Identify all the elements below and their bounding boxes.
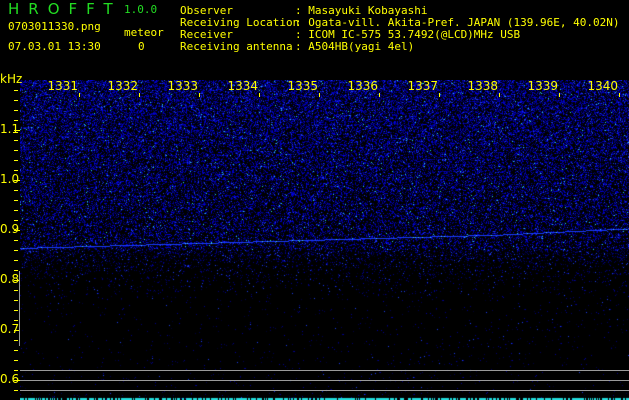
y-tick (14, 300, 18, 301)
x-tick (79, 93, 80, 97)
x-tick (319, 93, 320, 97)
y-tick (14, 200, 18, 201)
marker-line (19, 271, 20, 346)
threshold-line (20, 380, 629, 381)
x-label: 1335 (287, 79, 318, 93)
app-version: 1.0.0 (124, 3, 158, 16)
y-tick (14, 170, 18, 171)
info-label: Receiving antenna (180, 40, 293, 53)
y-label: 1.1 (0, 122, 20, 136)
x-tick (139, 93, 140, 97)
x-tick (379, 93, 380, 97)
y-tick (14, 310, 18, 311)
x-tick (259, 93, 260, 97)
y-tick (14, 190, 18, 191)
y-tick (14, 250, 18, 251)
y-tick (14, 350, 18, 351)
y-label: 0.8 (0, 272, 20, 286)
x-label: 1339 (527, 79, 558, 93)
y-label: 1.0 (0, 172, 20, 186)
y-tick (14, 380, 20, 381)
info-label: Receiver (180, 28, 233, 41)
x-tick (499, 93, 500, 97)
y-tick (14, 240, 18, 241)
info-value: : Ogata-vill. Akita-Pref. JAPAN (139.96E… (295, 16, 620, 29)
info-label: Observer (180, 4, 233, 17)
x-tick (439, 93, 440, 97)
y-tick (14, 390, 18, 391)
info-value: : ICOM IC-575 53.7492(@LCD)MHz USB (295, 28, 521, 41)
y-tick (14, 150, 18, 151)
datetime: 07.03.01 13:30 (8, 40, 101, 53)
y-tick (14, 220, 18, 221)
filename: 0703011330.png (8, 20, 101, 33)
y-tick (14, 100, 18, 101)
y-tick (14, 180, 20, 181)
spectrogram-canvas (20, 80, 629, 400)
y-tick (14, 370, 18, 371)
info-value: : A504HB(yagi 4el) (295, 40, 415, 53)
x-label: 1332 (107, 79, 138, 93)
info-label: Receiving Location (180, 16, 300, 29)
x-label: 1340 (587, 79, 618, 93)
y-tick (14, 90, 18, 91)
y-tick (14, 110, 18, 111)
meteor-counter-value: 0 (138, 40, 145, 53)
y-tick (14, 160, 18, 161)
y-label: 0.9 (0, 222, 20, 236)
y-label: 0.6 (0, 372, 20, 386)
y-tick (14, 120, 18, 121)
x-label: 1334 (227, 79, 258, 93)
y-tick (14, 270, 18, 271)
x-label: 1331 (47, 79, 78, 93)
x-tick (559, 93, 560, 97)
threshold-line (20, 370, 629, 371)
y-tick (14, 280, 20, 281)
y-unit-label: kHz (0, 72, 23, 86)
y-tick (14, 290, 18, 291)
y-tick (14, 320, 18, 321)
y-tick (14, 330, 20, 331)
y-label: 0.7 (0, 322, 20, 336)
x-label: 1333 (167, 79, 198, 93)
y-tick (14, 340, 18, 341)
x-label: 1338 (467, 79, 498, 93)
y-tick (14, 260, 18, 261)
x-tick (619, 93, 620, 97)
y-tick (14, 130, 20, 131)
info-value: : Masayuki Kobayashi (295, 4, 428, 17)
x-tick (199, 93, 200, 97)
x-label: 1336 (347, 79, 378, 93)
meteor-counter-label: meteor (124, 26, 164, 39)
y-tick (14, 230, 20, 231)
x-label: 1337 (407, 79, 438, 93)
y-tick (14, 360, 18, 361)
app-title: HROFFT (8, 0, 122, 18)
y-tick (14, 140, 18, 141)
threshold-line (20, 390, 629, 391)
y-tick (14, 210, 18, 211)
